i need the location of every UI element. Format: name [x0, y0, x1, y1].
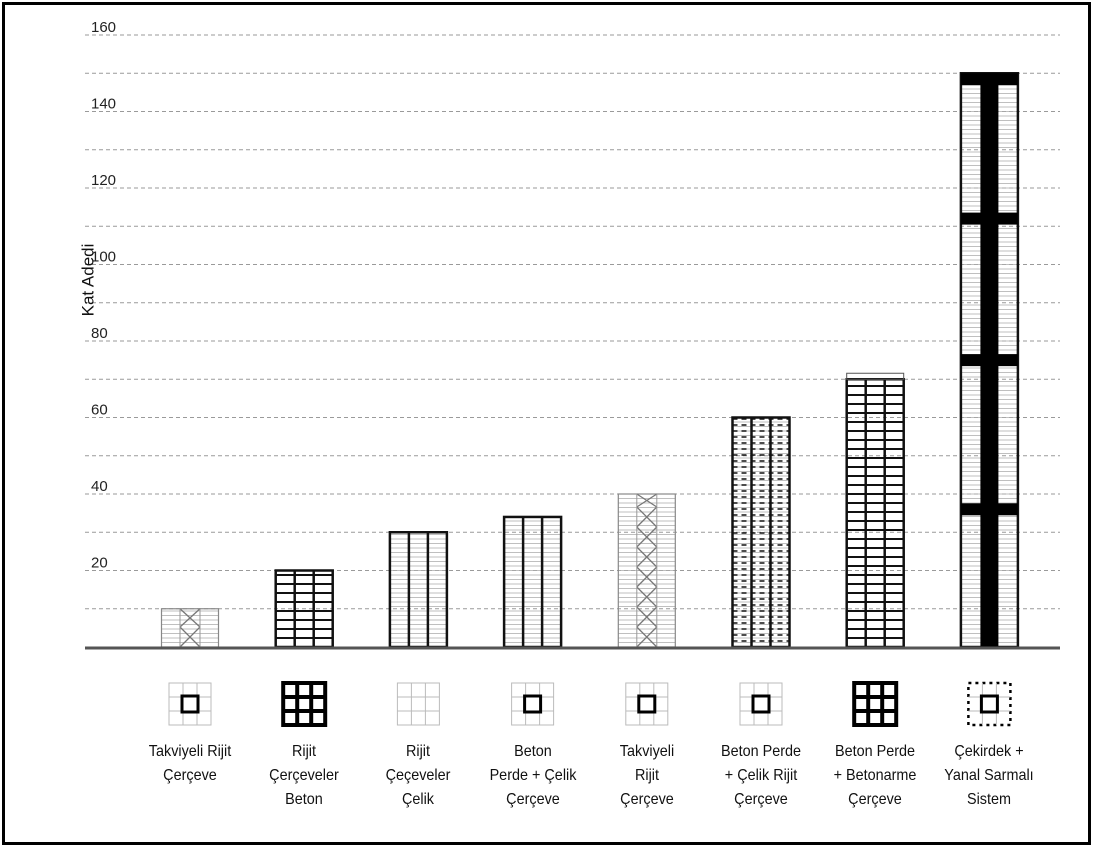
- plan-core: [751, 694, 771, 714]
- bar: [617, 493, 676, 648]
- category-label: Rijit Çeçeveler Çelik: [364, 740, 472, 812]
- plan-core: [523, 694, 543, 714]
- bar-brace: [636, 606, 658, 628]
- category-label-line: Takviyeli: [619, 743, 675, 760]
- gridlines: [85, 34, 1060, 610]
- plan-outline: [967, 681, 1012, 727]
- category-label-line: Çerçeve: [848, 791, 902, 808]
- category-label-line: Beton Perde: [720, 743, 802, 760]
- y-axis-label: Kat Adedi: [78, 243, 98, 317]
- y-tick-label: 140: [91, 96, 116, 113]
- category-label-line: Çerçeve: [505, 791, 560, 808]
- category-label-line: Çerçeveler: [269, 767, 339, 784]
- plan-outline: [396, 682, 440, 726]
- bar-brace: [179, 626, 201, 648]
- bar-outrigger: [960, 503, 1018, 516]
- plan-outline: [739, 682, 783, 726]
- category-label-line: + Betonarme: [833, 767, 917, 784]
- y-tick-label: 60: [91, 402, 108, 419]
- bar-brace: [636, 586, 658, 608]
- bar: [274, 569, 334, 649]
- plan-icon: [739, 682, 783, 726]
- plan-outline: [281, 681, 328, 727]
- bar-cap: [846, 372, 905, 380]
- y-tick-label: 80: [91, 325, 108, 342]
- plan-icons: [168, 681, 1012, 727]
- bar-outrigger: [960, 212, 1018, 225]
- bar-brace: [636, 566, 658, 588]
- category-label-line: Takviyeli Rijit: [148, 743, 232, 760]
- bar-brace: [179, 608, 201, 628]
- category-label: Beton Perde + Çelik Rijit Çerçeve: [707, 740, 815, 812]
- bar: [959, 72, 1020, 649]
- bars: [160, 72, 1020, 649]
- bar-outline: [388, 531, 449, 649]
- bar-brace: [636, 493, 658, 508]
- bar-outline: [502, 515, 563, 649]
- plan-icon: [281, 681, 328, 727]
- bar-brace: [636, 626, 658, 648]
- y-tick-label: 40: [91, 478, 108, 495]
- category-label-line: Rijit: [406, 743, 431, 760]
- bar: [845, 372, 905, 649]
- category-label-line: Perde + Çelik: [489, 767, 577, 784]
- plan-outline: [852, 681, 899, 727]
- bar-outrigger: [960, 354, 1018, 367]
- category-label-line: Çeçeveler: [385, 767, 451, 784]
- y-tick-label: 20: [91, 555, 108, 572]
- category-label: Beton Perde + Betonarme Çerçeve: [821, 740, 929, 812]
- category-label: Beton Perde + Çelik Çerçeve: [479, 740, 587, 812]
- category-label-line: Yanal Sarmalı: [944, 767, 1035, 784]
- category-label: Rijit Çerçeveler Beton: [250, 740, 358, 812]
- category-label-line: + Çelik Rijit: [724, 767, 798, 784]
- category-label-line: Beton: [513, 743, 552, 760]
- plan-icon: [625, 682, 669, 726]
- plan-icon: [511, 682, 555, 726]
- plan-outline: [168, 682, 212, 726]
- y-tick-label: 100: [91, 249, 116, 266]
- plan-core: [979, 694, 999, 714]
- category-label: Takviyeli Rijit Çerçeve: [593, 740, 701, 812]
- bar: [502, 515, 563, 649]
- bar-brace: [636, 546, 658, 568]
- category-label-line: Çerçeve: [619, 791, 674, 808]
- category-label-line: Rijit: [292, 743, 317, 760]
- bar-outline: [160, 608, 220, 648]
- bar-brace: [636, 506, 658, 528]
- plan-icon: [396, 682, 440, 726]
- category-label-line: Çerçeve: [734, 791, 788, 808]
- category-label-line: Rijit: [634, 767, 659, 784]
- bar: [388, 531, 449, 649]
- y-tick-label: 120: [91, 172, 116, 189]
- category-label-line: Çerçeve: [163, 767, 217, 784]
- category-label: Çekirdek + Yanal Sarmalı Sistem: [935, 740, 1043, 812]
- plan-outline: [511, 682, 555, 726]
- category-label: Takviyeli Rijit Çerçeve: [136, 740, 244, 788]
- category-label-line: Beton Perde: [835, 743, 916, 760]
- bar: [160, 608, 220, 648]
- category-label-line: Çelik: [402, 791, 435, 808]
- category-label-line: Beton: [285, 791, 324, 808]
- bar-brace: [636, 526, 658, 548]
- bar-outrigger: [960, 73, 1018, 86]
- y-axis-ticks: 160 140 120 100 80 60 40 20: [91, 19, 116, 572]
- plan-icon: [852, 681, 899, 727]
- plan-core: [180, 694, 200, 714]
- y-tick-label: 160: [91, 19, 116, 36]
- plan-icon: [967, 681, 1012, 727]
- category-label-line: Sistem: [967, 791, 1012, 808]
- bar-outline: [845, 378, 905, 649]
- bar: [731, 416, 791, 649]
- plan-outline: [625, 682, 669, 726]
- category-label-line: Çekirdek +: [954, 743, 1024, 760]
- plan-icon: [168, 682, 212, 726]
- plan-core: [637, 694, 657, 714]
